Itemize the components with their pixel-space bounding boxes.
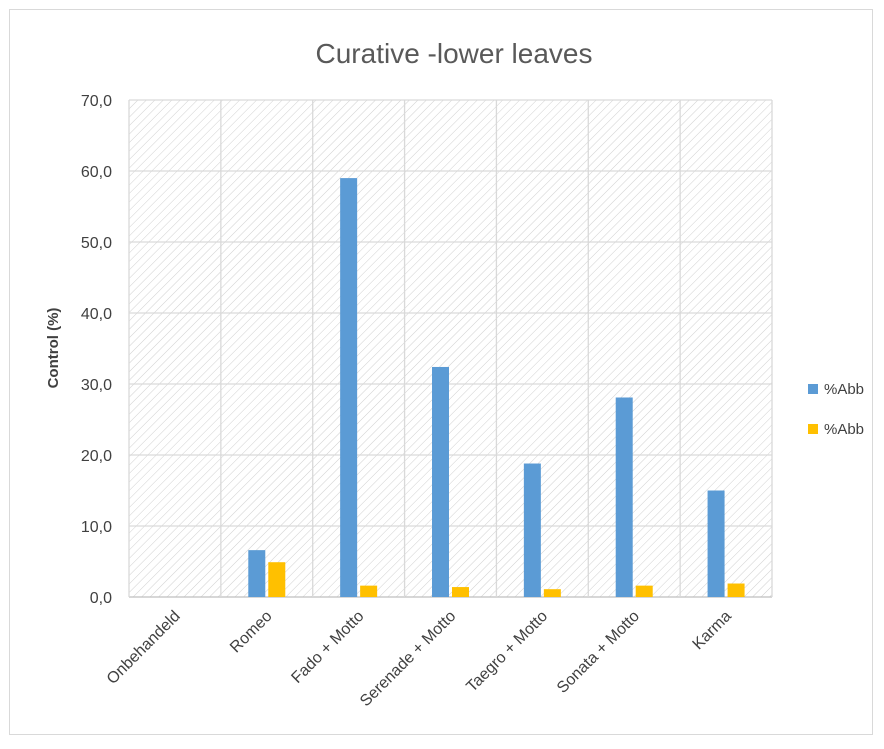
legend-label: %Abb <box>824 381 864 398</box>
bar <box>452 587 469 597</box>
x-tick-label: Karma <box>690 608 735 653</box>
bar <box>268 562 286 597</box>
y-tick-label: 0,0 <box>90 590 112 607</box>
bar <box>635 585 653 597</box>
y-tick-label: 40,0 <box>81 306 112 323</box>
chart-title: Curative -lower leaves <box>316 38 593 69</box>
bar <box>615 397 633 597</box>
bar <box>727 583 745 597</box>
bars <box>248 178 745 597</box>
bar <box>248 550 266 597</box>
legend-swatch <box>808 384 818 394</box>
y-tick-label: 10,0 <box>81 519 112 536</box>
bar <box>707 490 725 597</box>
bar <box>340 178 358 597</box>
y-tick-label: 60,0 <box>81 164 112 181</box>
legend-swatch <box>808 424 818 434</box>
gridlines <box>128 99 773 598</box>
legend-label: %Abb <box>824 421 864 438</box>
x-tick-label: Sonata + Motto <box>554 608 643 697</box>
plot-area <box>129 100 772 597</box>
x-tick-label: Romeo <box>227 608 276 657</box>
x-tick-label: Taegro + Motto <box>463 608 551 696</box>
y-tick-label: 70,0 <box>81 93 112 110</box>
y-tick-labels: 0,0 10,0 20,0 30,0 40,0 50,0 60,0 70,0 <box>81 93 112 607</box>
x-tick-label: Fado + Motto <box>288 608 367 687</box>
y-tick-label: 30,0 <box>81 377 112 394</box>
y-axis-label: Control (%) <box>45 308 62 389</box>
bar <box>523 463 541 597</box>
legend: %Abb %Abb <box>808 381 864 438</box>
bar <box>360 585 378 597</box>
x-tick-label: Onbehandeld <box>104 608 184 688</box>
bar <box>543 589 561 597</box>
x-tick-label: Serenade + Motto <box>357 608 459 710</box>
y-tick-label: 20,0 <box>81 448 112 465</box>
bar <box>432 366 449 597</box>
y-tick-label: 50,0 <box>81 235 112 252</box>
